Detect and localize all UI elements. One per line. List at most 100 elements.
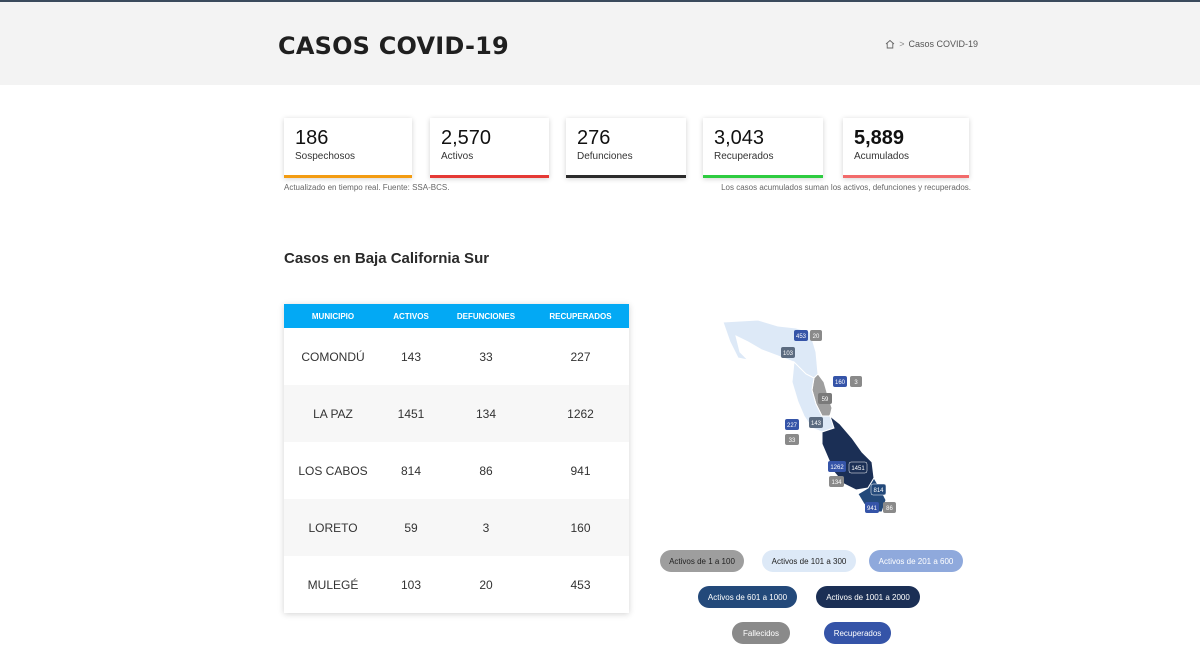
legend-activos-1001-2000: Activos de 1001 a 2000 (816, 586, 920, 608)
cell-municipio: LOS CABOS (298, 463, 368, 478)
cell-defunciones: 33 (479, 349, 493, 364)
cell-activos: 59 (404, 520, 418, 535)
home-icon[interactable] (885, 39, 895, 49)
table-row: MULEGÉ 103 20 453 (284, 556, 629, 613)
legend-activos-1-100: Activos de 1 a 100 (660, 550, 744, 572)
column-header-municipio: MUNICIPIO (311, 311, 355, 321)
breadcrumb-separator: > (899, 39, 905, 49)
svg-text:134: 134 (831, 480, 842, 486)
svg-text:160: 160 (835, 380, 846, 386)
accumulated-note: Los casos acumulados suman los activos, … (721, 183, 971, 192)
stat-card-sospechosos: 186 Sospechosos (284, 118, 412, 178)
map-marker-mulege-activos: 103 (781, 347, 795, 358)
table-row: LA PAZ 1451 134 1262 (284, 385, 629, 442)
cell-defunciones: 3 (482, 520, 490, 535)
map-region-mulege[interactable] (722, 319, 819, 379)
svg-text:59: 59 (822, 397, 829, 403)
legend-activos-101-300: Activos de 101 a 300 (762, 550, 856, 572)
legend-recuperados: Recuperados (824, 622, 891, 644)
top-border (0, 0, 1200, 2)
stat-card-recuperados: 3,043 Recuperados (703, 118, 823, 178)
stat-label: Recuperados (714, 151, 774, 162)
map-marker-mulege-fallecidos: 20 (810, 330, 822, 341)
legend-activos-601-1000: Activos de 601 a 1000 (698, 586, 797, 608)
map-marker-comondu-activos: 143 (809, 417, 823, 428)
stat-value: 186 (295, 127, 329, 149)
stat-card-acumulados: 5,889 Acumulados (843, 118, 969, 178)
bcs-map[interactable]: 453 20 103 160 3 59 227 33 143 1451 1262 (718, 312, 908, 522)
svg-text:86: 86 (886, 506, 893, 512)
cell-activos: 1451 (397, 406, 425, 421)
svg-text:453: 453 (796, 334, 807, 340)
municipality-table: MUNICIPIO ACTIVOS DEFUNCIONES RECUPERADO… (284, 304, 629, 613)
map-marker-lapaz-fallecidos: 134 (829, 476, 844, 487)
stat-color-bar (430, 175, 549, 178)
cell-municipio: LA PAZ (313, 406, 353, 421)
stat-color-bar (843, 175, 969, 178)
svg-text:3: 3 (854, 380, 858, 386)
svg-text:1451: 1451 (851, 466, 865, 472)
cell-activos: 103 (400, 577, 422, 592)
cell-activos: 814 (400, 463, 422, 478)
breadcrumb-current: Casos COVID-19 (908, 39, 978, 49)
column-header-defunciones: DEFUNCIONES (456, 311, 516, 321)
stat-label: Activos (441, 151, 474, 162)
source-note: Actualizado en tiempo real. Fuente: SSA-… (284, 183, 450, 192)
cell-defunciones: 134 (475, 406, 497, 421)
map-marker-loscabos-activos: 814 (870, 483, 887, 496)
svg-text:941: 941 (867, 506, 878, 512)
cell-recuperados: 160 (570, 520, 591, 535)
stat-value: 3,043 (714, 127, 765, 149)
cell-municipio: COMONDÚ (301, 349, 365, 364)
svg-text:227: 227 (787, 423, 798, 429)
page-header: CASOS COVID-19 > Casos COVID-19 (0, 2, 1200, 85)
stat-card-activos: 2,570 Activos (430, 118, 549, 178)
map-marker-comondu-recuperados: 227 (785, 419, 799, 430)
stat-label: Sospechosos (295, 151, 356, 162)
breadcrumb: > Casos COVID-19 (885, 39, 978, 49)
svg-text:20: 20 (813, 334, 820, 340)
map-marker-loscabos-recuperados: 941 (865, 502, 879, 513)
cell-municipio: MULEGÉ (307, 577, 359, 592)
cell-municipio: LORETO (308, 520, 358, 535)
cell-activos: 143 (400, 349, 422, 364)
stat-label: Defunciones (577, 151, 633, 162)
map-marker-loreto-activos: 59 (818, 393, 832, 404)
table-row: COMONDÚ 143 33 227 (284, 328, 629, 385)
cell-recuperados: 1262 (567, 406, 594, 421)
svg-text:1262: 1262 (830, 465, 844, 471)
stat-color-bar (566, 175, 686, 178)
table-row: LORETO 59 3 160 (284, 499, 629, 556)
map-marker-lapaz-recuperados: 1262 (828, 461, 846, 472)
svg-text:103: 103 (783, 351, 794, 357)
column-header-recuperados: RECUPERADOS (549, 311, 612, 321)
stat-card-defunciones: 276 Defunciones (566, 118, 686, 178)
stat-value: 5,889 (854, 127, 905, 149)
cell-recuperados: 941 (570, 463, 591, 478)
stat-value: 276 (577, 127, 611, 149)
map-marker-lapaz-activos: 1451 (848, 461, 868, 474)
legend-fallecidos: Fallecidos (732, 622, 790, 644)
svg-text:33: 33 (789, 438, 796, 444)
map-marker-loreto-recuperados: 160 (833, 376, 847, 387)
stat-color-bar (703, 175, 823, 178)
cell-recuperados: 453 (570, 577, 591, 592)
page-title: CASOS COVID-19 (278, 32, 509, 60)
column-header-activos: ACTIVOS (393, 311, 429, 321)
legend-activos-201-600: Activos de 201 a 600 (869, 550, 963, 572)
cell-recuperados: 227 (570, 349, 591, 364)
table-row: LOS CABOS 814 86 941 (284, 442, 629, 499)
map-marker-loreto-fallecidos: 3 (850, 376, 862, 387)
map-marker-loscabos-fallecidos: 86 (883, 502, 896, 513)
stat-color-bar (284, 175, 412, 178)
svg-text:143: 143 (811, 421, 822, 427)
svg-text:814: 814 (873, 488, 884, 494)
table-header: MUNICIPIO ACTIVOS DEFUNCIONES RECUPERADO… (284, 304, 629, 328)
cell-defunciones: 86 (479, 463, 493, 478)
stat-value: 2,570 (441, 127, 492, 149)
stat-label: Acumulados (854, 151, 910, 162)
section-title: Casos en Baja California Sur (284, 250, 490, 267)
cell-defunciones: 20 (479, 577, 493, 592)
map-marker-mulege-recuperados: 453 (794, 330, 808, 341)
map-marker-comondu-fallecidos: 33 (785, 434, 799, 445)
